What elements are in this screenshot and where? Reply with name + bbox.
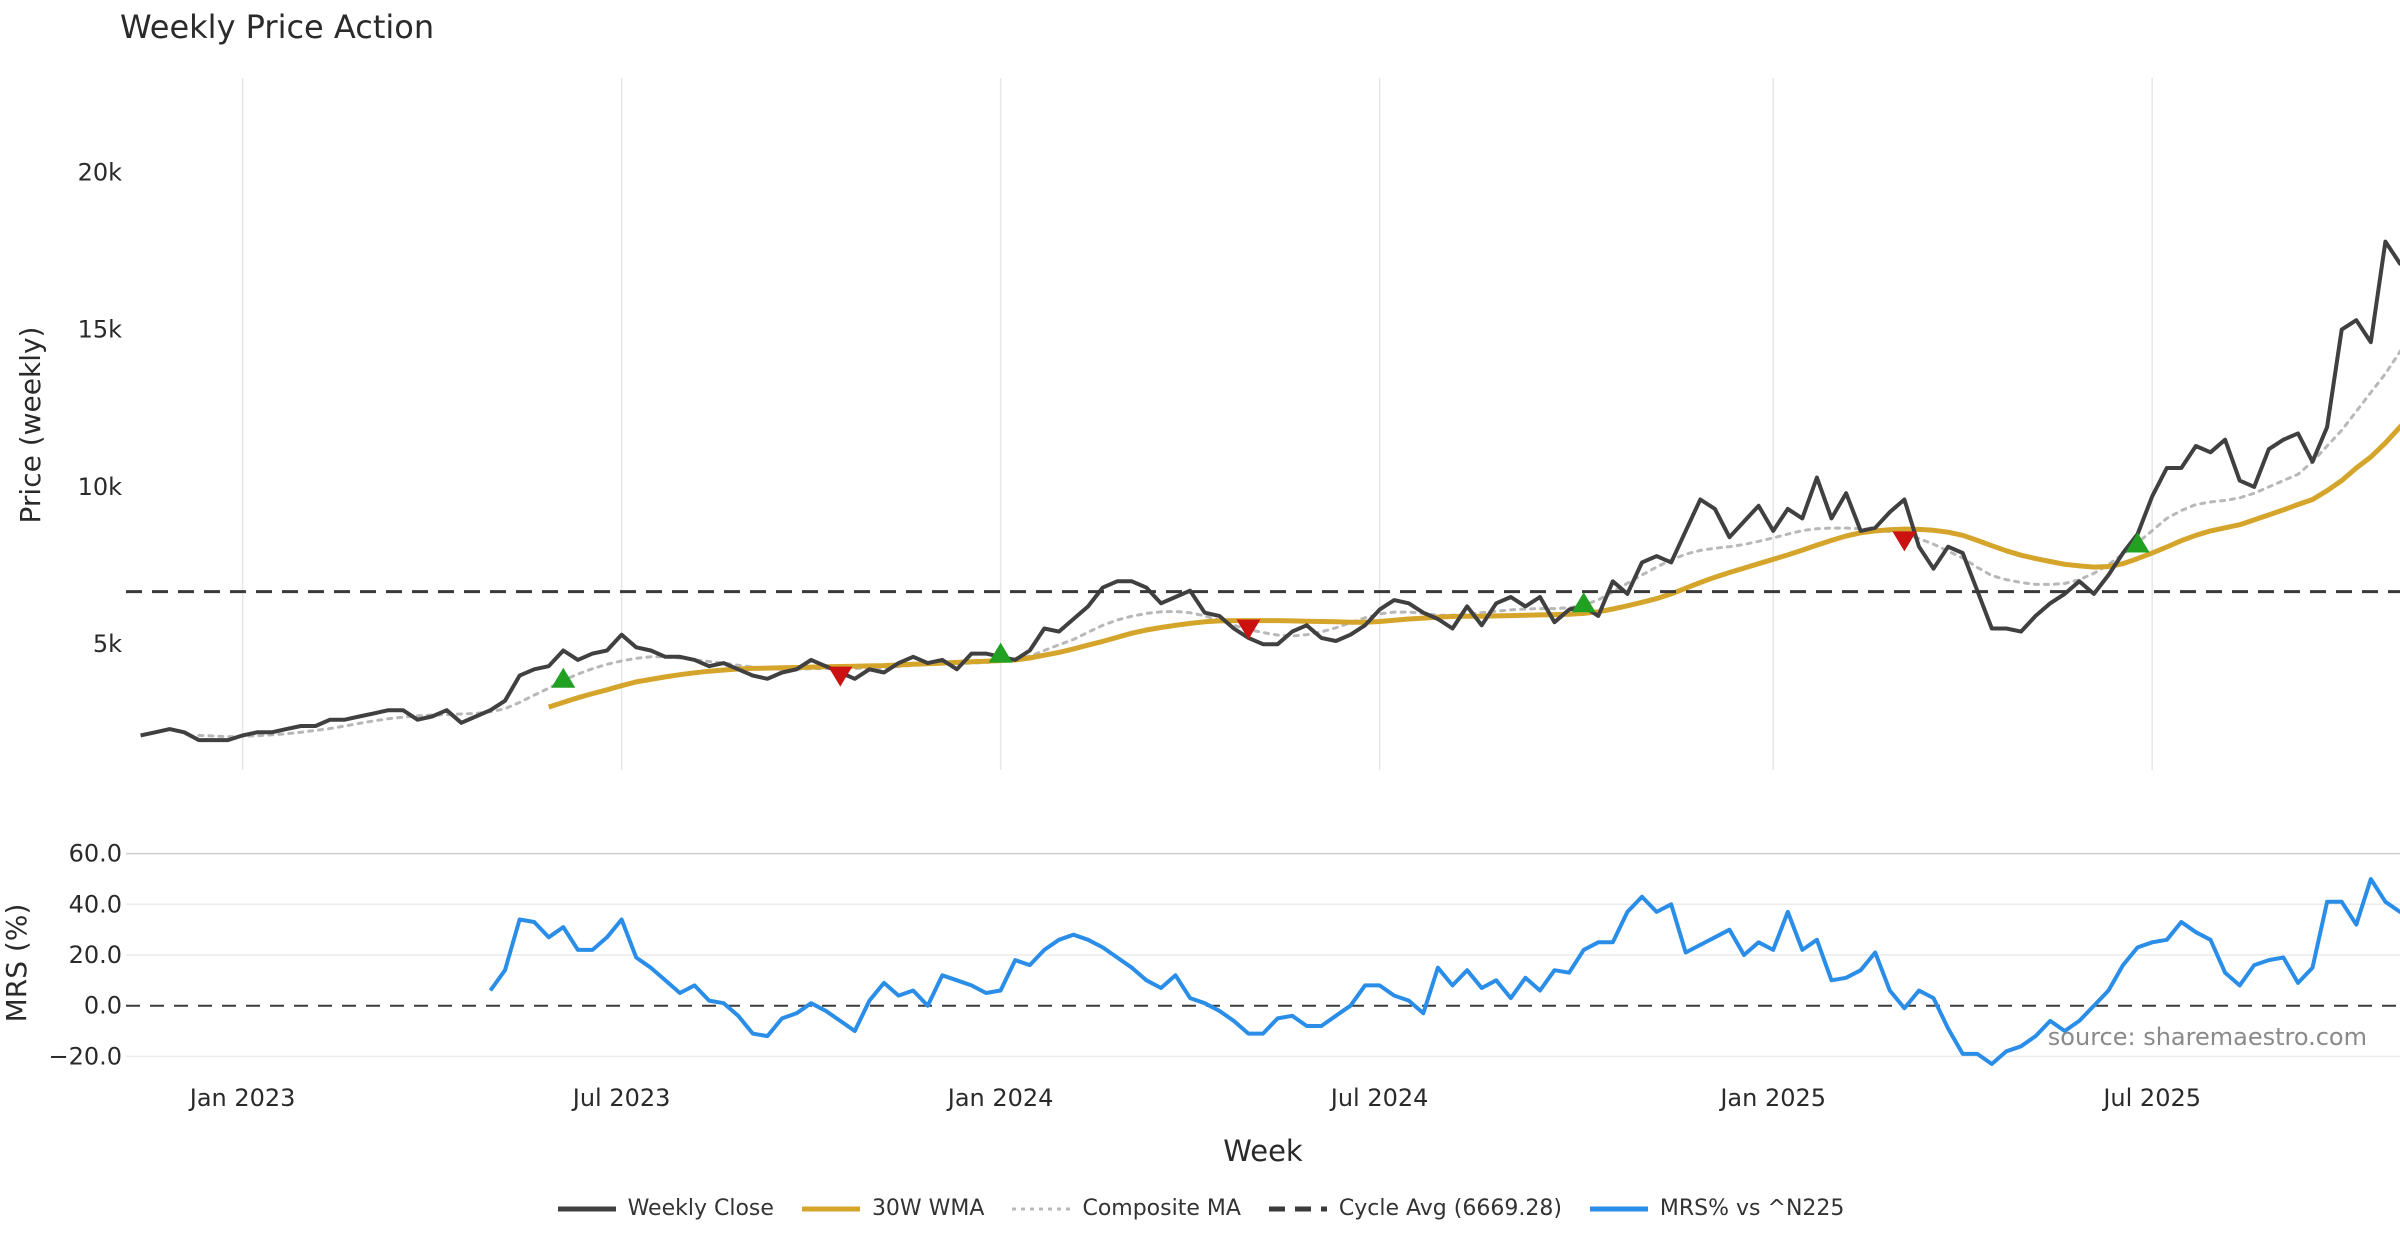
legend: Weekly Close 30W WMA Composite MA Cycle Avg… — [0, 1196, 2400, 1260]
wma-30w-line — [547, 423, 2400, 710]
price-series — [126, 239, 2400, 743]
legend-swatch — [1589, 1206, 1648, 1211]
mrs-line — [488, 877, 2400, 1066]
legend-item: Weekly Close — [556, 1196, 774, 1221]
legend-label: 30W WMA — [871, 1196, 985, 1221]
price-y-tick-label: 5k — [93, 630, 122, 658]
legend-item: MRS% vs ^N225 — [1588, 1196, 1845, 1221]
sell-signal-marker — [828, 666, 853, 687]
mrs-y-tick-label: 20.0 — [69, 941, 122, 969]
legend-item: 30W WMA — [800, 1196, 985, 1221]
buy-signal-marker — [988, 642, 1013, 663]
mrs-y-tick-label: −20.0 — [48, 1042, 122, 1070]
chart-title: Weekly Price Action — [120, 8, 434, 46]
sell-signal-marker — [1236, 619, 1261, 640]
mrs-y-tick-label: 40.0 — [69, 890, 122, 918]
signal-markers — [551, 531, 2150, 688]
mrs-y-axis-label: MRS (%) — [0, 904, 33, 1023]
price-y-axis-label: Price (weekly) — [14, 327, 47, 524]
buy-signal-marker — [1571, 592, 1596, 613]
weekly-close-line — [140, 239, 2400, 743]
x-tick-label: Jul 2025 — [2101, 1084, 2201, 1112]
price-y-tick-label: 15k — [78, 316, 123, 344]
legend-swatch — [1268, 1206, 1327, 1211]
mrs-y-tick-label: 0.0 — [84, 992, 122, 1020]
buy-signal-marker — [551, 667, 576, 688]
legend-swatch — [801, 1206, 860, 1211]
buy-signal-marker — [2125, 532, 2150, 553]
mrs-series — [488, 877, 2400, 1066]
mrs-y-tick-label: 60.0 — [69, 840, 122, 868]
x-ticks: Jan 2023 Jul 2023 Jan 2024 Jul 2024 Jan 2025… — [188, 1084, 2201, 1112]
x-axis-label: Week — [1223, 1134, 1303, 1168]
price-y-tick-label: 20k — [78, 158, 123, 186]
source-annotation: source: sharemaestro.com — [2048, 1023, 2367, 1051]
x-tick-label: Jan 2023 — [188, 1084, 296, 1112]
legend-swatch — [1012, 1207, 1071, 1210]
price-y-tick-label: 10k — [78, 473, 123, 501]
price-gridlines — [241, 78, 2153, 770]
legend-label: Cycle Avg (6669.28) — [1338, 1196, 1562, 1221]
x-tick-label: Jul 2024 — [1329, 1084, 1429, 1112]
legend-item: Cycle Avg (6669.28) — [1267, 1196, 1562, 1221]
mrs-gridlines — [126, 852, 2400, 1058]
price-y-ticks: 5k 10k 15k 20k — [78, 158, 123, 658]
legend-label: Weekly Close — [627, 1196, 774, 1221]
x-tick-label: Jan 2024 — [946, 1084, 1054, 1112]
x-tick-label: Jul 2023 — [571, 1084, 671, 1112]
chart-canvas: 5k 10k 15k 20k 60.0 40.0 20.0 0.0 −20.0 Jan 202… — [0, 8, 2400, 1168]
x-tick-label: Jan 2025 — [1718, 1084, 1826, 1112]
mrs-y-ticks: 60.0 40.0 20.0 0.0 −20.0 — [48, 840, 122, 1071]
legend-label: MRS% vs ^N225 — [1659, 1196, 1845, 1221]
legend-swatch — [557, 1206, 616, 1211]
legend-label: Composite MA — [1082, 1196, 1241, 1221]
legend-item: Composite MA — [1010, 1196, 1241, 1221]
sell-signal-marker — [1892, 531, 1917, 552]
